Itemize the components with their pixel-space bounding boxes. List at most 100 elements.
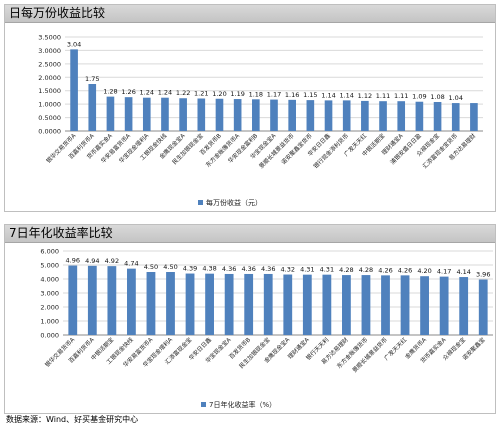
bar (400, 275, 410, 335)
data-label: 4.26 (378, 266, 392, 274)
bar (361, 100, 369, 131)
data-label: 1.11 (394, 92, 408, 100)
y-tick-label: 2.0000 (38, 74, 61, 82)
x-tick-label: 诺安聚鑫宝货币 (279, 132, 313, 166)
data-label: 1.12 (358, 92, 372, 100)
bar (342, 275, 351, 335)
bar (381, 275, 390, 335)
bar (88, 84, 97, 131)
bar (451, 103, 460, 131)
bar (263, 273, 273, 335)
data-label: 1.24 (140, 89, 154, 97)
yield-bar-chart: 0.0001.0002.0003.0004.0005.0006.0004.96银… (40, 248, 493, 409)
data-label: 4.92 (105, 257, 119, 265)
data-label: 1.15 (303, 91, 317, 99)
x-tick-label: 浦银安盛日日盈 (388, 132, 422, 166)
y-tick-label: 3.000 (40, 290, 59, 298)
data-label: 4.39 (183, 265, 197, 273)
data-label: 1.04 (448, 94, 462, 102)
bar (342, 100, 351, 131)
data-label: 1.09 (412, 93, 426, 101)
bar (361, 275, 371, 335)
y-tick-label: 2.5000 (38, 60, 61, 68)
bar (179, 98, 187, 131)
bar (433, 101, 442, 131)
data-label: 4.20 (417, 267, 431, 275)
data-label: 4.36 (241, 265, 255, 273)
data-label: 1.75 (85, 75, 99, 83)
data-label: 4.94 (85, 257, 99, 265)
y-tick-label: 6.000 (40, 248, 59, 256)
data-label: 4.26 (398, 266, 412, 274)
data-label: 4.96 (66, 257, 80, 265)
bar (70, 49, 78, 131)
data-label: 1.28 (103, 88, 117, 96)
bar (470, 103, 478, 131)
bar (166, 272, 175, 335)
bar (397, 101, 406, 131)
data-label: 4.28 (359, 266, 373, 274)
bar (106, 96, 115, 131)
bar (124, 97, 133, 131)
earnings-bar-chart: 0.0000 0.5000 1.0000 1.5000 2.0000 2.5000 3.00… (38, 34, 483, 207)
data-label: 1.24 (158, 89, 172, 97)
y-tick-label: 2.000 (40, 304, 59, 312)
bar (233, 99, 242, 131)
x-tick-label: 民生加银现金宝 (170, 132, 204, 166)
data-label: 1.18 (249, 90, 263, 98)
data-label: 4.74 (124, 260, 138, 268)
bar (288, 99, 296, 131)
chart-panel-yield: 7日年化收益率比较 0.000 1.000 2.000 3.000 4.000 5.000… (4, 224, 496, 414)
chart-header-earnings: 日每万份收益比较 (5, 5, 495, 23)
x-tick-label: 景顺长城景益货币 (350, 336, 389, 375)
bar (379, 101, 387, 131)
legend-label: 每万份收益（元） (206, 198, 262, 207)
data-label: 1.11 (376, 92, 390, 100)
data-label: 4.28 (339, 266, 353, 274)
data-label: 4.36 (261, 265, 275, 273)
bar (478, 279, 488, 335)
data-label: 4.14 (456, 268, 470, 276)
bar (322, 274, 332, 335)
data-label: 1.22 (176, 89, 190, 97)
y-tick-label: 4.000 (40, 276, 59, 284)
legend-swatch (198, 200, 203, 205)
data-label: 3.96 (476, 271, 490, 279)
bar (142, 97, 151, 131)
bar (459, 277, 469, 335)
bar (185, 273, 195, 335)
y-tick-label: 0.0000 (38, 128, 61, 136)
y-tick-label: 1.000 (40, 318, 59, 326)
legend-swatch (201, 402, 206, 407)
y-tick-label: 5.000 (40, 262, 59, 270)
chart-title-earnings: 日每万份收益比较 (9, 6, 106, 20)
bar (127, 268, 136, 335)
bar (415, 101, 424, 131)
bar (87, 265, 97, 335)
data-label: 1.14 (339, 91, 353, 99)
bar (283, 274, 293, 335)
bar (197, 98, 206, 131)
y-tick-label: 1.5000 (38, 87, 61, 95)
bar (252, 99, 260, 131)
y-tick-label: 0.000 (40, 332, 59, 340)
bar (324, 100, 333, 131)
bar (107, 266, 117, 335)
bar (68, 265, 78, 335)
bar (244, 273, 254, 335)
bar (146, 272, 156, 335)
y-tick-label: 0.5000 (38, 114, 61, 122)
data-label: 1.17 (267, 91, 281, 99)
bar (306, 100, 315, 131)
bar (205, 273, 214, 335)
bar (420, 276, 429, 335)
data-label: 4.31 (320, 266, 334, 274)
data-source-note: 数据来源：Wind、好买基金研究中心 (6, 415, 139, 424)
chart-header-yield: 7日年化收益率比较 (5, 225, 495, 243)
x-tick-label: 民生加银现金宝 (237, 336, 271, 370)
bar (224, 273, 234, 335)
data-label: 1.14 (321, 91, 335, 99)
data-label: 1.08 (430, 93, 444, 101)
bar (302, 274, 312, 335)
bar (270, 99, 278, 131)
